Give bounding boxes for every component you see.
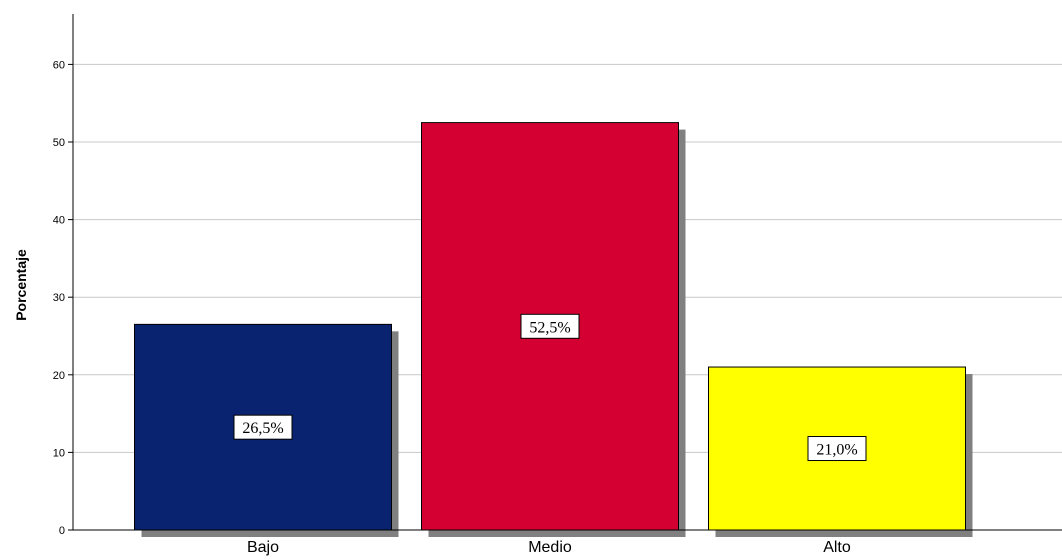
y-tick-label: 60 (53, 59, 65, 71)
y-tick-label: 40 (53, 215, 65, 227)
data-label-box (520, 313, 580, 339)
y-tick-labels: 0 10 20 30 40 50 60 (53, 59, 73, 537)
bar-bajo (134, 323, 392, 531)
x-tick-label: Alto (823, 539, 851, 556)
x-tick-label: Medio (528, 539, 572, 556)
y-tick-label: 50 (53, 137, 65, 149)
data-label-box (807, 436, 867, 462)
data-label-box (233, 414, 293, 440)
bars (134, 122, 973, 537)
data-label: 21,0% (816, 442, 857, 459)
x-tick-labels: Bajo Medio Alto (247, 539, 851, 556)
axes (72, 14, 1062, 531)
x-tick-label: Bajo (247, 539, 279, 556)
data-labels: 26,5% 52,5% 21,0% (233, 313, 867, 462)
data-label: 26,5% (242, 420, 283, 437)
y-axis-label: Porcentaje (13, 249, 29, 321)
data-label: 52,5% (529, 319, 570, 336)
y-tick-label: 30 (53, 292, 65, 304)
y-tick-label: 20 (53, 370, 65, 382)
y-tick-label: 0 (59, 525, 65, 537)
y-tick-label: 10 (53, 447, 65, 459)
